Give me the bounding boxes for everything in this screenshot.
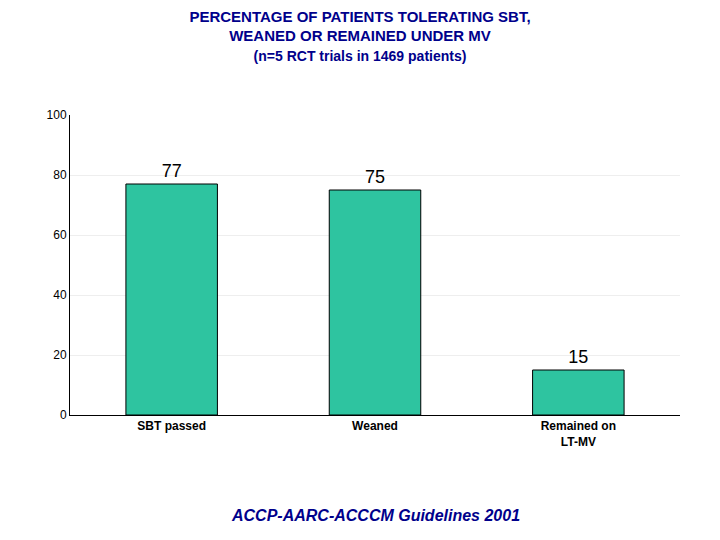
svg-text:100: 100 — [47, 108, 67, 122]
svg-text:80: 80 — [53, 168, 67, 182]
svg-text:ACCP-AARC-ACCCM Guidelines 200: ACCP-AARC-ACCCM Guidelines 2001 — [231, 507, 520, 524]
svg-text:Remained onLT-MV: Remained onLT-MV — [541, 419, 616, 449]
svg-text:PERCENTAGE OF PATIENTS TOLERAT: PERCENTAGE OF PATIENTS TOLERATING SBT,WE… — [189, 8, 530, 64]
svg-text:60: 60 — [53, 228, 67, 242]
svg-text:40: 40 — [53, 288, 67, 302]
svg-text:0: 0 — [60, 408, 67, 422]
svg-text:15: 15 — [568, 347, 588, 367]
svg-text:77: 77 — [162, 161, 182, 181]
svg-text:SBT passed: SBT passed — [137, 419, 206, 433]
svg-text:Weaned: Weaned — [352, 419, 398, 433]
svg-text:20: 20 — [53, 348, 67, 362]
svg-text:75: 75 — [365, 167, 385, 187]
